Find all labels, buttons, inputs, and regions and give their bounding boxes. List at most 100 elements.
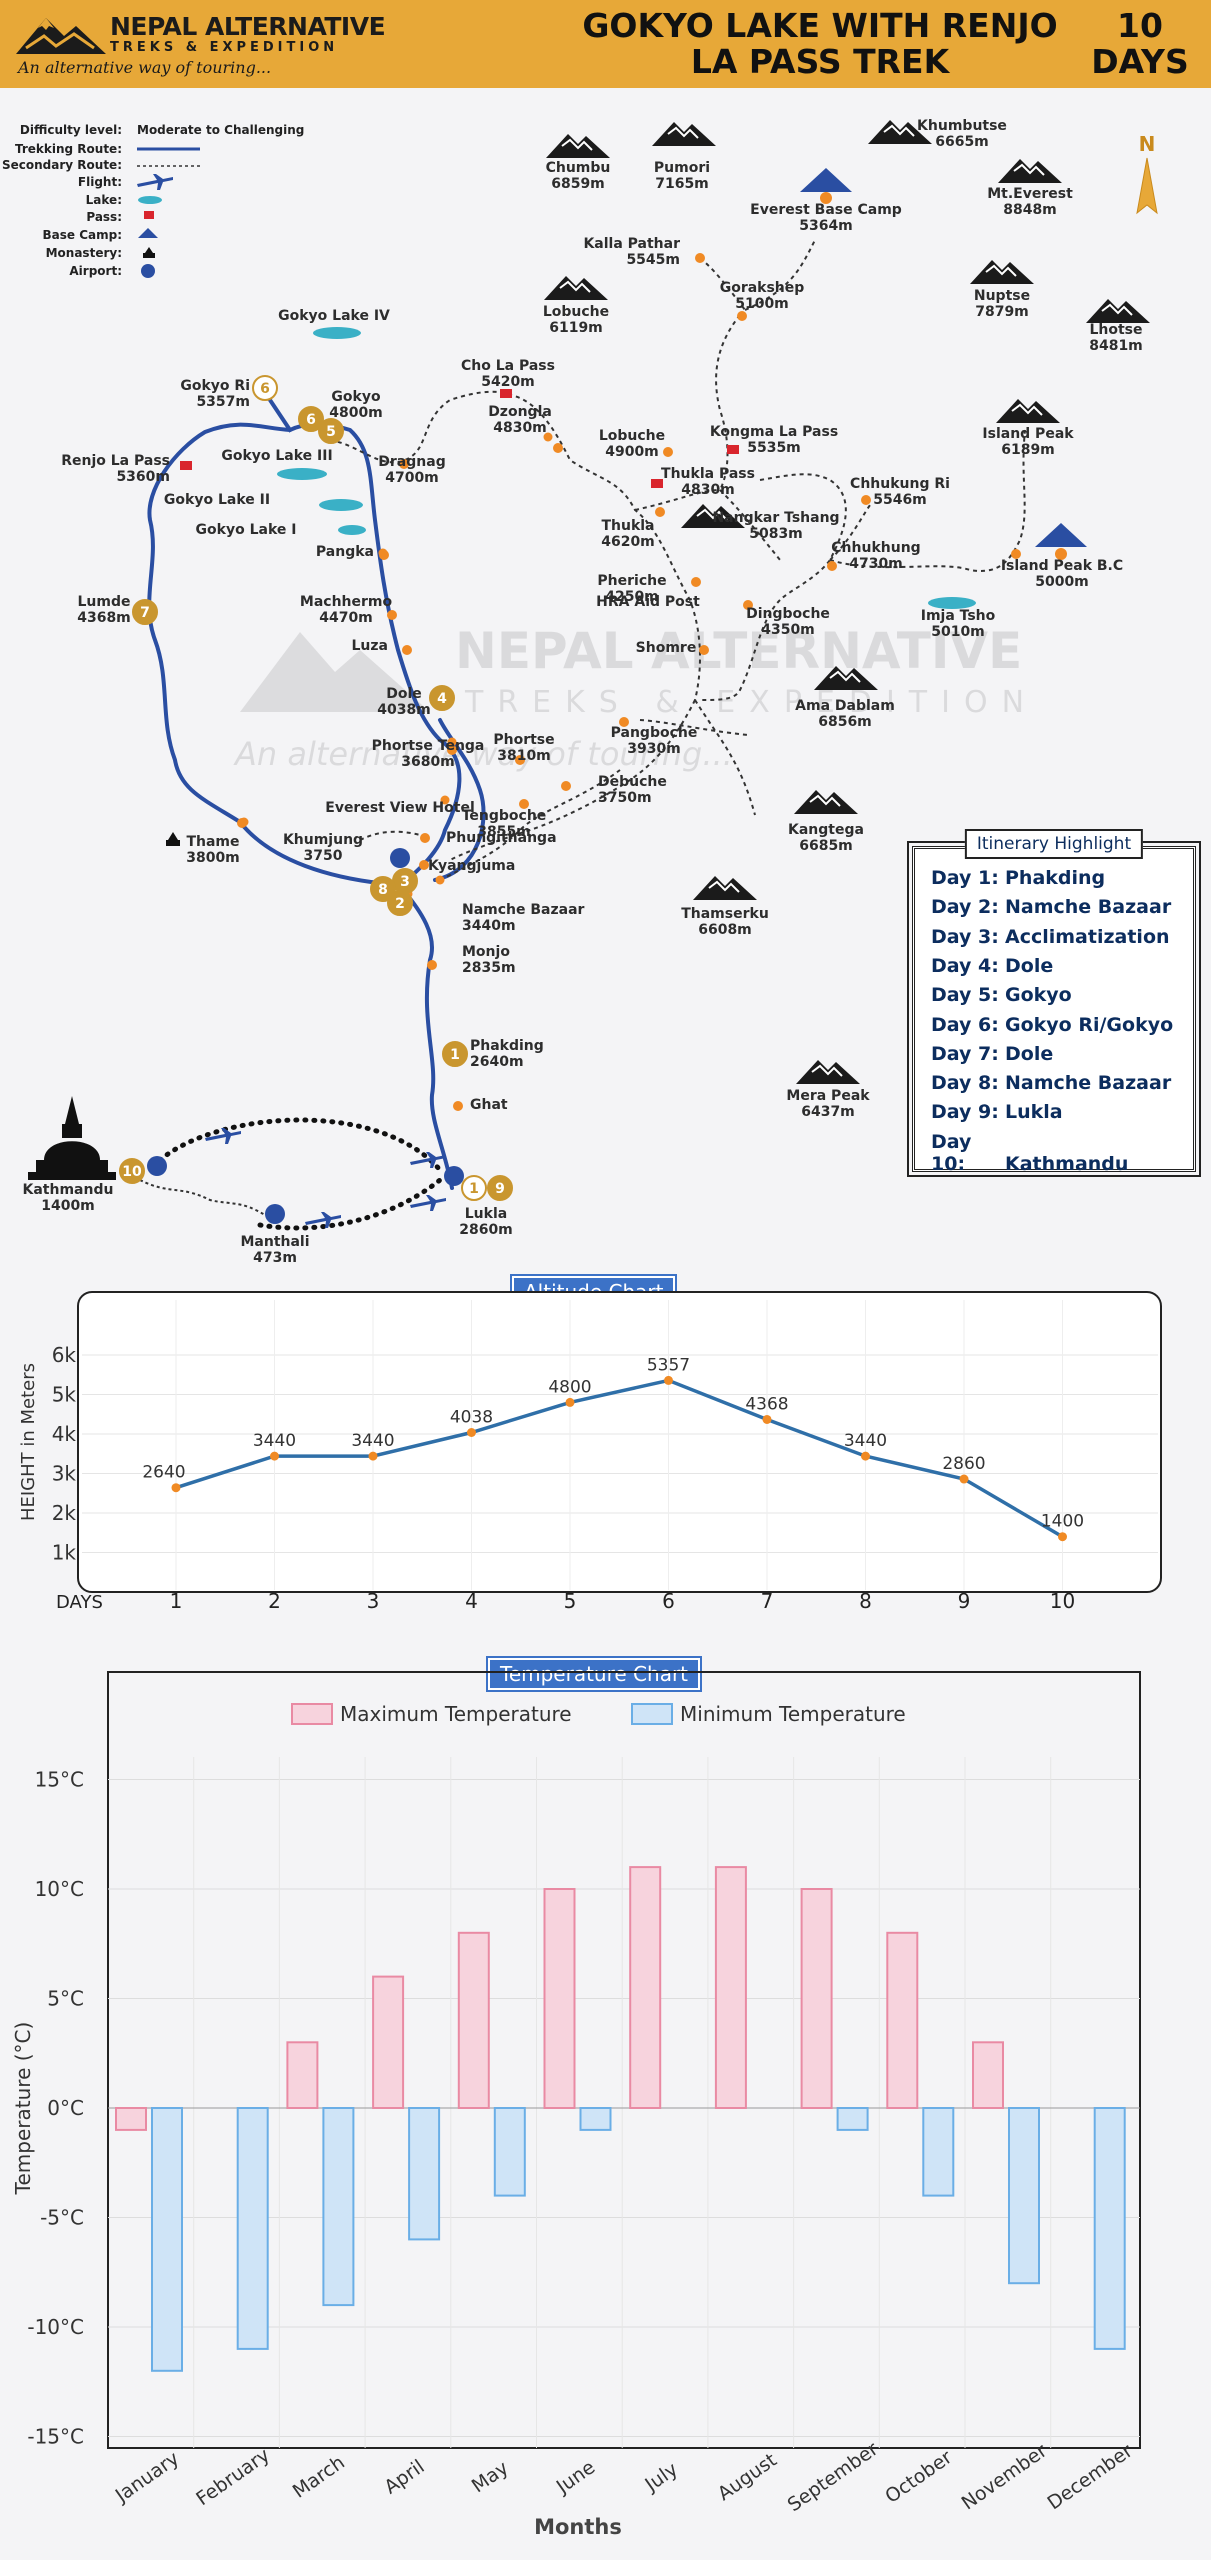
place-name: Dole bbox=[386, 686, 422, 702]
altitude-point bbox=[1058, 1532, 1067, 1542]
place-label: Shomre bbox=[636, 640, 697, 656]
itinerary-row: Day 1: Phakding bbox=[931, 867, 1105, 889]
y-axis-label: Temperature (°C) bbox=[11, 2022, 35, 2196]
place-name: Phakding bbox=[470, 1038, 544, 1054]
place-name: Mera Peak bbox=[786, 1088, 870, 1104]
place-label: Thukla 4620m bbox=[601, 518, 655, 550]
place-name: Renjo La Pass bbox=[61, 453, 170, 469]
place-dot bbox=[1011, 549, 1021, 559]
max-temp-bar bbox=[457, 1931, 490, 2109]
day-marker bbox=[119, 1158, 145, 1184]
itinerary-day: Day 4: bbox=[931, 954, 999, 977]
day-marker-number: 8 bbox=[378, 882, 388, 898]
place-label: Gokyo Lake IV bbox=[278, 308, 390, 324]
place-altitude: 6856m bbox=[818, 714, 872, 730]
airport-icon bbox=[147, 1156, 167, 1176]
place-name: Gokyo Lake IV bbox=[278, 308, 390, 324]
itinerary-day: Day 10: bbox=[931, 1130, 972, 1175]
altitude-chart-frame bbox=[77, 1291, 1162, 1593]
watermark: NEPAL ALTERNATIVE TREKS & EXPEDITION An … bbox=[233, 622, 1024, 773]
place-name: Gokyo Lake II bbox=[164, 492, 270, 508]
altitude-data-label: 2860 bbox=[942, 1454, 985, 1474]
x-axis-label: DAYS bbox=[56, 1592, 103, 1613]
place-dot bbox=[695, 253, 705, 263]
mountain-snow bbox=[985, 264, 1017, 277]
place-dot bbox=[399, 459, 409, 469]
place-dot bbox=[387, 610, 397, 620]
place-dot bbox=[663, 447, 673, 457]
itinerary-place: Lukla bbox=[1005, 1101, 1063, 1124]
place-name: Mt.Everest bbox=[987, 186, 1073, 202]
place-label: HRA Aid Post bbox=[596, 594, 700, 610]
mountain-icon bbox=[794, 790, 858, 814]
min-temp-bar bbox=[151, 2107, 183, 2372]
watermark-line3: An alternative way of touring... bbox=[233, 735, 733, 773]
place-name: HRA Aid Post bbox=[596, 594, 700, 610]
x-tick-label: 10 bbox=[1050, 1589, 1075, 1613]
place-label: Gokyo Lake III bbox=[221, 448, 332, 464]
place-name: Imja Tsho bbox=[921, 608, 996, 624]
place-altitude: 5100m bbox=[735, 296, 789, 312]
legend-swatch bbox=[291, 1703, 333, 1725]
place-name: Everest Base Camp bbox=[750, 202, 902, 218]
place-altitude: 4470m bbox=[319, 610, 373, 626]
place-altitude: 4900m bbox=[605, 444, 659, 460]
x-tick-label: 1 bbox=[170, 1589, 183, 1613]
altitude-data-label: 5357 bbox=[647, 1355, 690, 1375]
map-legend: Difficulty level: Moderate to Challengin… bbox=[2, 123, 304, 278]
plane-icon bbox=[410, 1195, 446, 1211]
itinerary-place: Acclimatization bbox=[1005, 925, 1170, 948]
place-altitude: 1400m bbox=[41, 1198, 95, 1214]
max-temp-bar bbox=[543, 1888, 576, 2109]
place-label: Machhermo 4470m bbox=[300, 594, 393, 626]
place-altitude: 5535m bbox=[747, 440, 801, 456]
place-altitude: 5420m bbox=[481, 374, 535, 390]
place-altitude: 3855m bbox=[477, 824, 531, 840]
mountain-icon bbox=[814, 666, 878, 690]
day-marker-number: 9 bbox=[495, 1181, 505, 1197]
itinerary-place: Dole bbox=[1005, 1042, 1054, 1065]
place-name: Lobuche bbox=[599, 428, 665, 444]
day-marker-number: 3 bbox=[400, 874, 410, 890]
place-label: Khumjung 3750 bbox=[283, 832, 363, 864]
place-altitude: 8481m bbox=[1089, 338, 1143, 354]
place-name: Kongma La Pass bbox=[710, 424, 838, 440]
place-label: Lobuche 4900m bbox=[599, 428, 665, 460]
pass-flags bbox=[180, 389, 739, 488]
place-name: Phungithanga bbox=[446, 830, 557, 846]
day-marker bbox=[132, 599, 158, 625]
place-altitude: 3810m bbox=[497, 748, 551, 764]
lakes bbox=[277, 327, 976, 609]
altitude-data-label: 3440 bbox=[351, 1431, 394, 1451]
x-tick-label: 4 bbox=[465, 1589, 478, 1613]
place-altitude: 4038m bbox=[377, 702, 431, 718]
min-temp-bar bbox=[836, 2107, 869, 2131]
altitude-point bbox=[565, 1397, 575, 1407]
x-tick-label: 5 bbox=[564, 1589, 577, 1613]
place-label: Island Peak 6189m bbox=[982, 426, 1074, 458]
legend-item: Base Camp: bbox=[43, 228, 123, 242]
mountain-icon bbox=[970, 260, 1034, 284]
y-tick-label: 4k bbox=[52, 1422, 77, 1446]
x-tick-label: November bbox=[958, 2440, 1052, 2515]
day-marker bbox=[252, 375, 278, 401]
legend-airport-icon bbox=[141, 264, 155, 278]
plane-icon bbox=[305, 1212, 341, 1228]
itinerary-day: Day 6: bbox=[931, 1013, 999, 1036]
day-marker-number: 5 bbox=[326, 424, 336, 440]
place-label: Renjo La Pass 5360m bbox=[61, 453, 170, 485]
place-label: Gokyo 4800m bbox=[329, 389, 383, 421]
place-dot bbox=[519, 799, 529, 809]
base-camps bbox=[800, 168, 1087, 560]
mountain-snow bbox=[1101, 303, 1133, 316]
place-altitude: 6685m bbox=[799, 838, 853, 854]
itinerary-place: Phakding bbox=[1005, 867, 1106, 889]
place-dot bbox=[419, 860, 429, 870]
place-label: Thame 3800m bbox=[186, 834, 240, 866]
place-dot bbox=[515, 755, 525, 765]
x-tick-label: May bbox=[468, 2457, 513, 2498]
x-tick-label: December bbox=[1043, 2440, 1136, 2515]
road-route bbox=[139, 1179, 266, 1216]
day-marker-number: 1 bbox=[469, 1181, 479, 1197]
place-altitude: 5010m bbox=[931, 624, 985, 640]
